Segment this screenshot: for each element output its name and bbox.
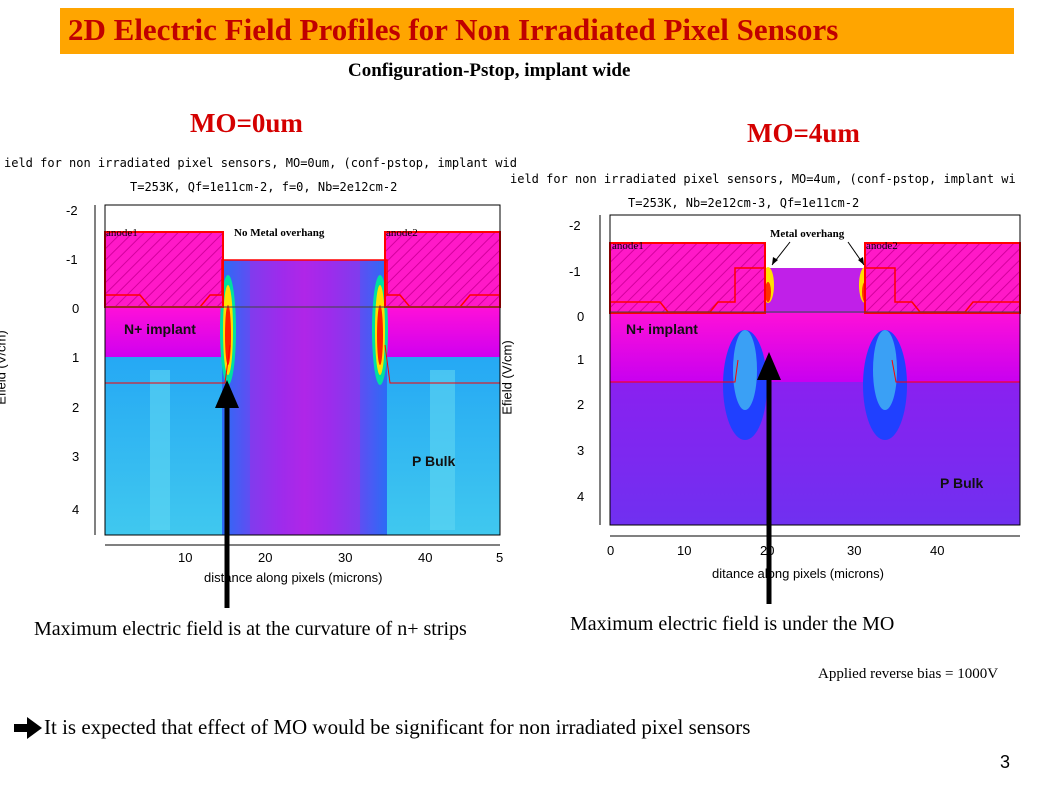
- right-xtick: 40: [930, 543, 945, 558]
- conclusion-text: It is expected that effect of MO would b…: [44, 715, 751, 739]
- left-field-plot: [94, 204, 501, 546]
- right-arrow-icon: [14, 717, 42, 739]
- right-max-field-arrow: [757, 352, 781, 604]
- right-plot-title: ield for non irradiated pixel sensors, M…: [510, 172, 1016, 186]
- left-anode1-label: anode1: [106, 227, 138, 239]
- right-xtick: 30: [847, 543, 862, 558]
- left-xtick: 30: [338, 550, 353, 565]
- right-anode2-label: anode2: [866, 240, 898, 252]
- left-xtick: 5: [496, 550, 504, 565]
- right-ytick: 1: [577, 352, 585, 367]
- right-ytick: 0: [577, 309, 585, 324]
- left-xtick: 10: [178, 550, 193, 565]
- right-bulk-label: P Bulk: [940, 475, 984, 491]
- right-field-plot: [599, 214, 1021, 537]
- right-caption: Maximum electric field is under the MO: [570, 613, 895, 635]
- right-ytick: 2: [577, 397, 585, 412]
- right-ytick: 3: [577, 443, 585, 458]
- right-anode1-label: anode1: [612, 240, 644, 252]
- left-xtick: 40: [418, 550, 433, 565]
- right-plot-params: T=253K, Nb=2e12cm-3, Qf=1e11cm-2: [628, 196, 860, 210]
- left-ylabel: Efield (V/cm): [0, 330, 9, 405]
- left-ytick: -1: [66, 252, 78, 267]
- right-overhang-label: Metal overhang: [770, 228, 845, 240]
- right-ytick: -1: [569, 264, 581, 279]
- right-ylabel: Efield (V/cm): [499, 340, 515, 415]
- right-xtick: 10: [677, 543, 692, 558]
- left-ytick: 2: [72, 400, 80, 415]
- right-implant-label: N+ implant: [626, 321, 698, 337]
- left-anode2-label: anode2: [386, 227, 418, 239]
- right-ytick: -2: [569, 218, 581, 233]
- left-panel-heading: MO=0um: [190, 108, 303, 138]
- right-panel-heading: MO=4um: [747, 118, 860, 148]
- right-xlabel: ditance along pixels (microns): [712, 566, 884, 581]
- left-ytick: 0: [72, 301, 80, 316]
- page-number: 3: [1000, 752, 1011, 772]
- left-plot-title: ield for non irradiated pixel sensors, M…: [4, 156, 517, 170]
- slide-subtitle: Configuration-Pstop, implant wide: [348, 60, 631, 81]
- left-caption: Maximum electric field is at the curvatu…: [34, 618, 467, 640]
- left-implant-region: [105, 307, 225, 357]
- left-ytick: -2: [66, 203, 78, 218]
- left-ytick: 4: [72, 502, 80, 517]
- left-plot-params: T=253K, Qf=1e11cm-2, f=0, Nb=2e12cm-2: [130, 180, 398, 194]
- left-ytick: 1: [72, 350, 80, 365]
- slide-title: 2D Electric Field Profiles for Non Irrad…: [68, 12, 839, 47]
- left-overhang-label: No Metal overhang: [234, 227, 325, 239]
- left-xlabel: distance along pixels (microns): [204, 570, 383, 585]
- left-xtick: 20: [258, 550, 273, 565]
- left-max-field-arrow: [215, 380, 239, 608]
- right-ytick: 4: [577, 489, 585, 504]
- bias-note: Applied reverse bias = 1000V: [818, 666, 999, 682]
- right-bulk-region: [610, 380, 1020, 525]
- left-implant-label: N+ implant: [124, 321, 196, 337]
- title-bar: [60, 8, 1014, 54]
- left-ytick: 3: [72, 449, 80, 464]
- right-implant-region: [610, 312, 1020, 382]
- left-bulk-label: P Bulk: [412, 453, 456, 469]
- right-xtick: 0: [607, 543, 615, 558]
